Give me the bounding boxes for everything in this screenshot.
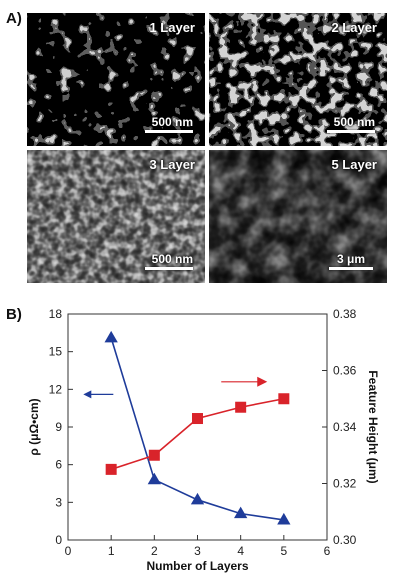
panel-b-label: B) xyxy=(6,306,22,323)
sem-texture xyxy=(209,150,387,283)
scale-label: 3 μm xyxy=(336,252,365,266)
sem-label-2-layer: 2 Layer xyxy=(331,20,377,35)
scale-label: 500 nm xyxy=(151,115,193,129)
y-tick-label: 6 xyxy=(55,458,62,472)
chart-container: 0 1 2 3 4 5 6 0 3 6 9 12 15 18 0.30 0.32 0.34 0.36 0.38 Num… xyxy=(0,300,400,574)
y-tick-label: 0 xyxy=(55,533,62,547)
right-axis-arrowhead xyxy=(257,376,268,387)
x-tick-label: 0 xyxy=(65,544,72,558)
feature-height-point xyxy=(148,449,160,461)
resistivity-point xyxy=(147,472,161,485)
x-tick-label: 1 xyxy=(108,544,115,558)
y2-tick-label: 0.36 xyxy=(333,364,357,378)
sem-image-grid: 1 Layer 500 nm 2 Layer 500 nm xyxy=(27,13,387,283)
x-tick-label: 2 xyxy=(151,544,158,558)
sem-label-5-layer: 5 Layer xyxy=(331,157,377,172)
plot-frame xyxy=(67,313,328,541)
x-tick-label: 5 xyxy=(280,544,287,558)
sem-label-1-layer: 1 Layer xyxy=(149,20,195,35)
scale-label: 500 nm xyxy=(151,252,193,266)
sem-image-1-layer: 1 Layer 500 nm xyxy=(27,13,205,146)
sem-image-3-layer: 3 Layer 500 nm xyxy=(27,150,205,283)
x-tick-label: 3 xyxy=(194,544,201,558)
dual-axis-line-chart: 0 1 2 3 4 5 603691215180.300.320.340.360.38Num… xyxy=(27,307,380,573)
resistivity-point xyxy=(277,512,291,525)
y2-axis-label: Feature Height (μm) xyxy=(366,370,380,483)
resistivity-point xyxy=(190,492,205,505)
y2-tick-label: 0.34 xyxy=(333,420,357,434)
scale-bar xyxy=(145,267,193,270)
panel-a-label: A) xyxy=(6,10,22,27)
sem-image-2-layer: 2 Layer 500 nm xyxy=(209,13,387,146)
sem-label-3-layer: 3 Layer xyxy=(149,157,195,172)
feature-height-point xyxy=(192,413,203,425)
x-axis-label: Number of Layers xyxy=(146,559,248,573)
resistivity-line xyxy=(110,337,284,521)
left-axis-arrowhead xyxy=(83,390,92,399)
x-tick-label: 4 xyxy=(237,544,244,558)
y2-tick-label: 0.30 xyxy=(333,533,357,547)
feature-height-line xyxy=(110,397,284,471)
feature-height-point xyxy=(105,463,117,475)
feature-height-point xyxy=(235,401,247,413)
y-tick-label: 12 xyxy=(49,382,63,396)
y2-tick-label: 0.38 xyxy=(333,307,357,321)
x-tick-label: 6 xyxy=(324,544,331,558)
sem-image-5-layer: 5 Layer 3 μm xyxy=(209,150,387,283)
resistivity-point xyxy=(234,506,248,519)
feature-height-point xyxy=(278,393,290,405)
y-tick-label: 18 xyxy=(49,307,63,321)
sem-texture xyxy=(27,150,205,283)
sem-texture xyxy=(209,13,387,146)
y-axis-label: ρ (μΩ•cm) xyxy=(27,398,41,455)
scale-bar xyxy=(327,130,375,133)
scale-label: 500 nm xyxy=(333,115,375,129)
y-tick-label: 9 xyxy=(55,420,62,434)
scale-bar xyxy=(145,130,193,133)
sem-texture xyxy=(27,13,205,146)
y-tick-label: 15 xyxy=(49,345,63,359)
resistivity-point xyxy=(104,330,118,343)
y2-tick-label: 0.32 xyxy=(333,477,357,491)
scale-bar xyxy=(329,267,373,270)
y-tick-label: 3 xyxy=(55,495,62,509)
